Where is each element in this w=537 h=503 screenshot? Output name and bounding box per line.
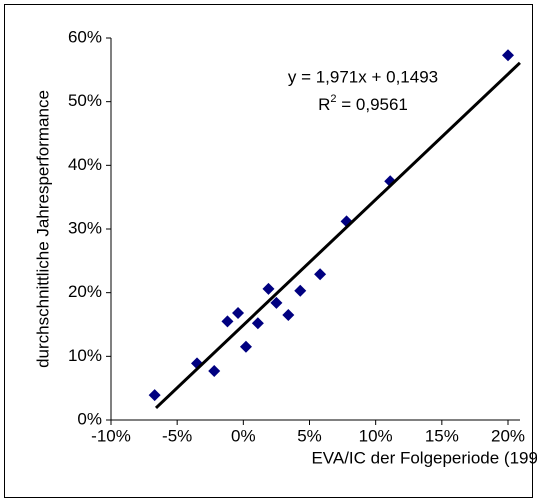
- scatter-point: [270, 296, 283, 309]
- y-tick-label: 20%: [68, 282, 102, 301]
- x-tick-label: -5%: [162, 426, 192, 445]
- scatter-point: [282, 308, 295, 321]
- x-tick-label: 5%: [297, 426, 322, 445]
- scatter-point: [502, 49, 514, 62]
- y-tick-label: 0%: [77, 409, 102, 428]
- y-tick-label: 10%: [68, 346, 102, 365]
- scatter-point: [239, 340, 252, 353]
- x-axis-title: EVA/IC der Folgeperiode (1993-2000): [311, 448, 537, 467]
- r-squared: R2 = 0,9561: [318, 93, 408, 115]
- scatter-point: [221, 315, 234, 328]
- y-tick-label: 40%: [68, 155, 102, 174]
- x-tick-label: 0%: [231, 426, 256, 445]
- scatter-point: [314, 268, 327, 281]
- scatter-point: [148, 389, 161, 402]
- y-axis-title: durchschnittliche Jahresperformance: [33, 90, 52, 368]
- x-tick-label: -10%: [91, 426, 131, 445]
- chart-frame: [4, 4, 533, 498]
- trendline: [154, 61, 521, 409]
- scatter-point: [262, 282, 275, 295]
- r-squared-sup: 2: [330, 93, 336, 105]
- x-tick-label: 15%: [425, 426, 459, 445]
- r-squared-value: = 0,9561: [337, 95, 408, 114]
- scatter-point: [232, 307, 245, 320]
- x-tick-label: 10%: [359, 426, 393, 445]
- y-tick-label: 50%: [68, 91, 102, 110]
- x-tick-label: 20%: [491, 426, 525, 445]
- scatter-point: [208, 364, 221, 377]
- scatter-point: [251, 317, 264, 330]
- trendline-equation: y = 1,971x + 0,1493: [288, 67, 438, 86]
- r-squared-base: R: [318, 95, 330, 114]
- y-tick-label: 30%: [68, 218, 102, 237]
- y-tick-label: 60%: [68, 27, 102, 46]
- scatter-point: [294, 284, 307, 297]
